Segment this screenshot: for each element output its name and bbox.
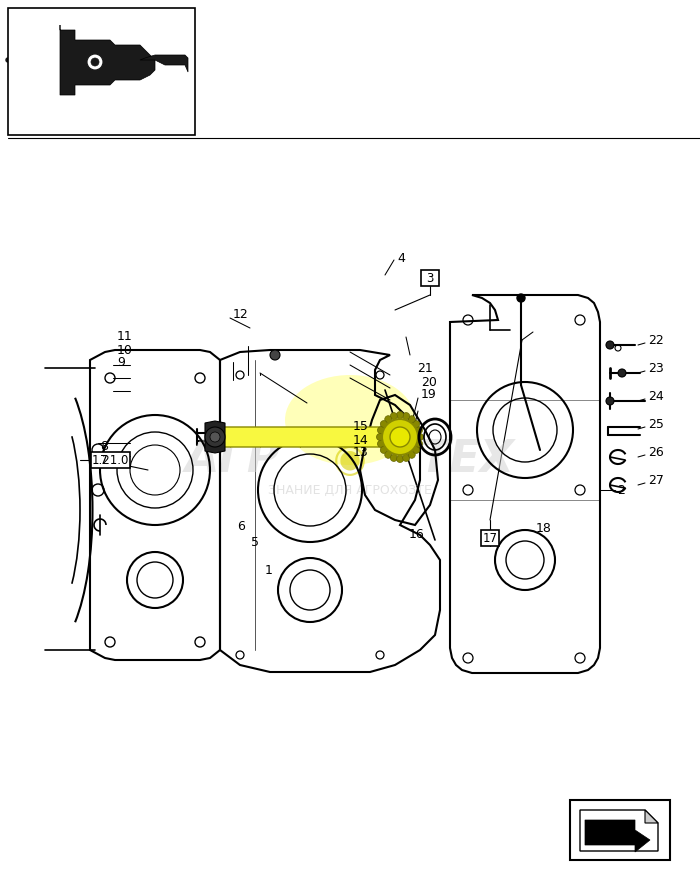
Circle shape [91,58,99,66]
Circle shape [402,454,409,461]
Text: 8: 8 [100,440,108,453]
Circle shape [391,454,398,461]
Circle shape [396,455,403,462]
Circle shape [606,397,614,405]
Circle shape [87,54,103,70]
Circle shape [408,452,415,459]
Text: 9: 9 [117,357,125,370]
Polygon shape [580,810,658,851]
Text: 3: 3 [426,271,434,284]
Circle shape [385,416,392,423]
Text: 14: 14 [353,433,369,446]
Circle shape [606,341,614,349]
Text: 24: 24 [648,390,664,403]
Text: АГР: АГР [186,439,281,481]
Circle shape [382,419,418,455]
Circle shape [270,350,280,360]
Text: 13: 13 [353,446,369,460]
Text: 11: 11 [117,330,133,344]
Circle shape [517,294,525,302]
Circle shape [416,426,423,433]
Text: 12: 12 [233,309,248,322]
Bar [421,270,439,286]
Polygon shape [218,427,395,447]
Text: 27: 27 [648,473,664,487]
Circle shape [390,427,410,447]
Circle shape [385,452,392,459]
Circle shape [396,412,403,419]
Text: 19: 19 [421,389,437,401]
Circle shape [413,446,420,453]
Text: ТЕХ: ТЕХ [419,439,514,481]
Circle shape [402,412,409,419]
Circle shape [416,433,424,440]
Circle shape [205,427,225,447]
Circle shape [210,432,220,442]
Bar [8,8,195,135]
Text: 26: 26 [648,446,664,459]
Circle shape [413,420,420,427]
Circle shape [377,440,384,447]
Text: 25: 25 [648,418,664,431]
Text: 22: 22 [648,333,664,346]
Circle shape [377,433,384,440]
Text: ЗНАНИЕ ДЛЯ АГРОХОЗТЕ: ЗНАНИЕ ДЛЯ АГРОХОЗТЕ [268,483,432,496]
Text: 10: 10 [117,344,133,357]
Text: 17: 17 [482,532,498,544]
Text: 16: 16 [409,528,425,541]
Circle shape [380,420,387,427]
Text: 18: 18 [536,522,552,535]
Circle shape [391,412,398,419]
Polygon shape [645,810,658,823]
Polygon shape [60,25,155,95]
Text: 1: 1 [265,563,273,576]
Text: 7: 7 [100,453,108,467]
Circle shape [416,440,423,447]
Circle shape [618,369,626,377]
Bar [90,452,130,468]
Text: 20: 20 [421,376,437,389]
Circle shape [380,446,387,453]
Text: 21: 21 [417,363,433,376]
Text: 4: 4 [397,251,405,264]
Circle shape [408,416,415,423]
Text: ◉: ◉ [333,441,367,479]
Text: 23: 23 [648,362,664,374]
Text: 6: 6 [237,521,245,534]
Polygon shape [205,421,225,453]
Text: 15: 15 [353,420,369,433]
Bar [481,530,499,546]
Text: 2: 2 [617,483,625,496]
Polygon shape [140,55,188,72]
Circle shape [377,426,384,433]
Text: 5: 5 [251,536,259,549]
Text: 1.21.0: 1.21.0 [91,453,129,467]
Ellipse shape [285,375,415,465]
Polygon shape [585,820,650,852]
Bar [570,800,670,860]
